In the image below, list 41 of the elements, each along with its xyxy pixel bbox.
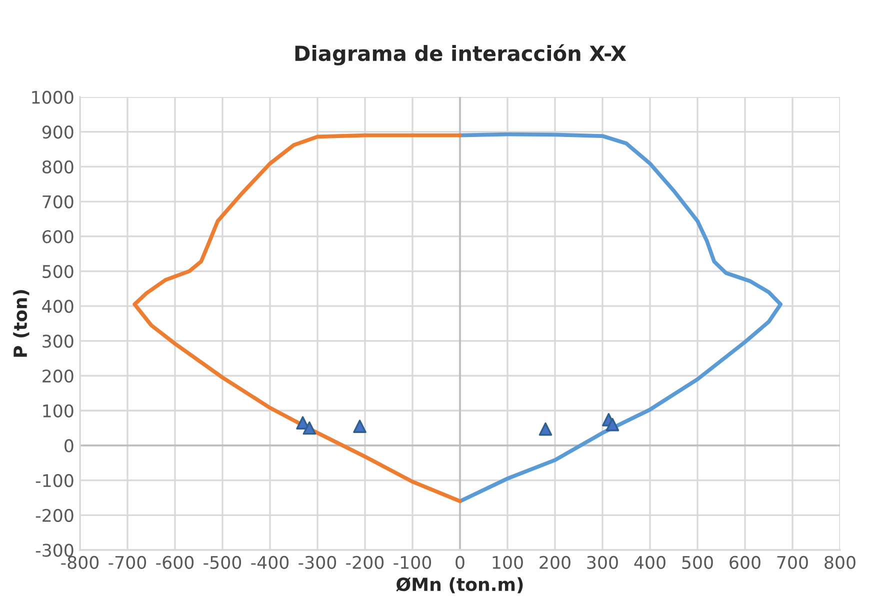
x-tick-label: -100	[394, 556, 432, 569]
x-tick-label: -800	[61, 556, 99, 569]
y-tick-label: 800	[42, 160, 74, 174]
y-tick-label: 300	[42, 334, 74, 348]
y-tick-label: -100	[36, 474, 74, 488]
x-tick-label: 0	[456, 556, 464, 569]
x-tick-label: -500	[204, 556, 242, 569]
point	[296, 416, 310, 430]
y-tick-label: 700	[42, 195, 74, 208]
x-tick-label: 500	[682, 556, 713, 569]
y-tick-label: 600	[42, 230, 74, 244]
y-tick-label: -300	[36, 544, 74, 557]
x-tick-label: 400	[634, 556, 666, 569]
x-tick-label: -600	[156, 556, 194, 569]
x-tick-label: 700	[777, 556, 808, 569]
y-tick-label: -200	[36, 508, 74, 522]
y-tick-label: 100	[43, 404, 74, 418]
y-tick-label: 500	[42, 264, 74, 278]
x-tick-label: -400	[251, 556, 289, 569]
x-tick-label: -200	[346, 556, 384, 569]
point	[538, 422, 552, 436]
x-tick-label: 100	[492, 556, 523, 569]
point	[302, 421, 316, 435]
x-tick-label: -700	[108, 556, 146, 569]
x-tick-label: 300	[587, 556, 618, 569]
line-series	[132, 133, 462, 504]
y-tick-label: 400	[42, 300, 74, 313]
chart-title: Diagrama de interacción X-X	[295, 44, 626, 66]
y-axis-title: P (ton)	[13, 290, 30, 357]
x-tick-label: 600	[730, 556, 760, 569]
y-tick-label: 900	[42, 126, 74, 139]
point	[606, 418, 620, 432]
x-tick-label: -300	[298, 556, 336, 569]
y-tick-label: 1000	[32, 90, 74, 104]
y-tick-label: 200	[42, 369, 74, 383]
line-series	[458, 132, 783, 504]
x-axis-title: ØMn (ton.m)	[396, 577, 523, 594]
x-tick-label: 800	[824, 556, 856, 569]
x-tick-label: 200	[540, 556, 570, 569]
point	[353, 420, 366, 433]
y-tick-label: 0	[64, 439, 74, 452]
